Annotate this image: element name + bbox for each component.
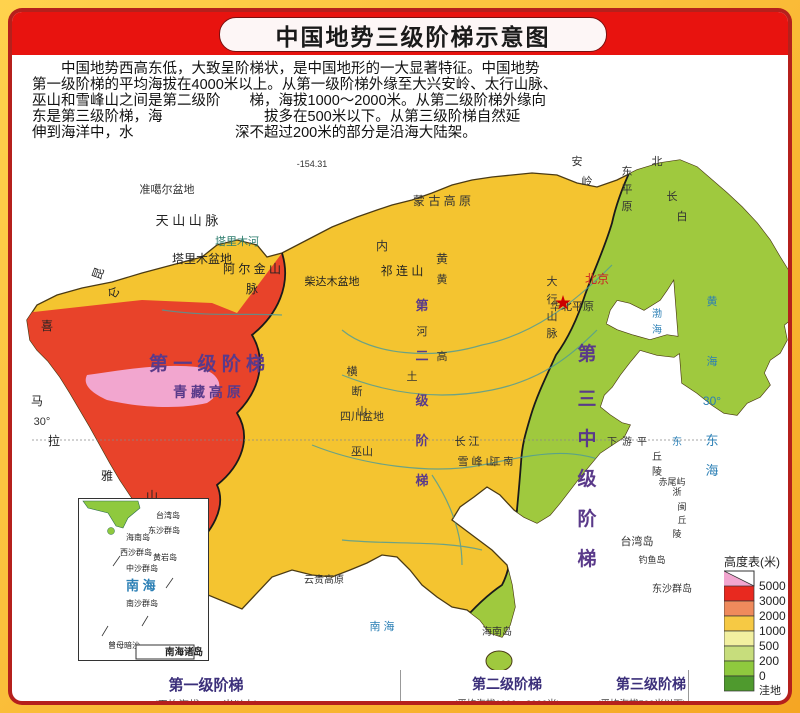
- svg-text:第: 第: [577, 342, 596, 365]
- svg-text:南 海: 南 海: [126, 578, 156, 593]
- svg-text:北京: 北京: [585, 272, 609, 286]
- svg-text:海: 海: [705, 463, 718, 478]
- svg-text:500: 500: [759, 639, 779, 653]
- svg-text:中沙群岛: 中沙群岛: [126, 563, 158, 573]
- svg-text:南海诸岛: 南海诸岛: [165, 646, 203, 658]
- svg-text:青 藏 高 原: 青 藏 高 原: [173, 384, 241, 400]
- svg-text:钓鱼岛: 钓鱼岛: [638, 554, 665, 565]
- svg-text:第 一 级 阶 梯: 第 一 级 阶 梯: [149, 352, 265, 375]
- svg-text:蒙 古 高 原: 蒙 古 高 原: [413, 193, 471, 208]
- svg-text:黄: 黄: [436, 252, 448, 266]
- svg-text:黄: 黄: [437, 272, 448, 286]
- svg-text:级: 级: [415, 393, 429, 408]
- svg-text:台湾岛: 台湾岛: [156, 510, 180, 520]
- svg-text:黄: 黄: [707, 294, 718, 308]
- svg-text:塔里木河: 塔里木河: [215, 235, 259, 248]
- svg-text:东: 东: [622, 165, 633, 178]
- svg-text:-154.31: -154.31: [297, 159, 328, 169]
- svg-text:马: 马: [31, 394, 43, 408]
- svg-text:断: 断: [352, 384, 363, 398]
- svg-text:东: 东: [705, 433, 718, 448]
- svg-text:中: 中: [577, 427, 596, 450]
- svg-text:海: 海: [707, 354, 718, 368]
- svg-text:30°: 30°: [34, 416, 51, 428]
- svg-text:黄岩岛: 黄岩岛: [153, 552, 177, 562]
- svg-text:3000: 3000: [759, 594, 786, 608]
- svg-text:第: 第: [415, 298, 428, 313]
- svg-text:西沙群岛: 西沙群岛: [120, 547, 152, 557]
- svg-text:长 江: 长 江: [454, 435, 479, 448]
- svg-text:丘: 丘: [652, 451, 662, 463]
- svg-text:准噶尔盆地: 准噶尔盆地: [140, 182, 195, 196]
- svg-text:梯: 梯: [577, 547, 596, 570]
- svg-text:长: 长: [667, 190, 678, 203]
- svg-text:南沙群岛: 南沙群岛: [126, 598, 158, 608]
- svg-text:天 山 山 脉: 天 山 山 脉: [156, 213, 219, 228]
- svg-text:拉: 拉: [48, 433, 60, 448]
- svg-text:陵: 陵: [672, 529, 681, 539]
- svg-text:喜: 喜: [41, 319, 53, 333]
- svg-text:闽: 闽: [677, 501, 686, 512]
- svg-text:东沙群岛: 东沙群岛: [652, 582, 692, 595]
- svg-text:5000: 5000: [759, 579, 786, 593]
- svg-text:浙: 浙: [672, 486, 681, 497]
- svg-text:江 南: 江 南: [491, 455, 514, 468]
- svg-text:二: 二: [415, 348, 428, 363]
- svg-text:台湾岛: 台湾岛: [621, 534, 654, 548]
- svg-text:雅: 雅: [101, 468, 113, 483]
- svg-text:平: 平: [637, 437, 647, 448]
- svg-text:三: 三: [577, 389, 596, 410]
- svg-text:游: 游: [622, 435, 632, 448]
- svg-text:渤: 渤: [652, 307, 662, 320]
- svg-text:土: 土: [407, 370, 418, 383]
- svg-text:海南岛: 海南岛: [482, 625, 512, 638]
- svg-text:2000: 2000: [759, 609, 786, 623]
- svg-text:200: 200: [759, 654, 779, 668]
- svg-text:北: 北: [652, 155, 663, 168]
- svg-text:1000: 1000: [759, 624, 786, 638]
- svg-text:平: 平: [622, 184, 633, 196]
- svg-text:海: 海: [652, 323, 662, 336]
- svg-text:岭: 岭: [582, 174, 593, 188]
- svg-text:东: 东: [672, 435, 682, 448]
- svg-text:高度表(米): 高度表(米): [724, 555, 780, 569]
- svg-text:赤尾屿: 赤尾屿: [658, 477, 685, 487]
- svg-text:脉: 脉: [246, 281, 258, 296]
- svg-text:内: 内: [376, 239, 388, 253]
- svg-text:丘: 丘: [677, 515, 686, 525]
- svg-text:曾母暗沙: 曾母暗沙: [108, 640, 140, 650]
- svg-text:大: 大: [547, 274, 558, 288]
- svg-text:30°: 30°: [703, 394, 721, 408]
- svg-text:高: 高: [437, 349, 448, 363]
- svg-text:横: 横: [347, 364, 358, 378]
- svg-text:南 海: 南 海: [369, 619, 394, 633]
- svg-text:柴达木盆地: 柴达木盆地: [305, 274, 360, 288]
- svg-text:山: 山: [357, 405, 368, 418]
- svg-text:原: 原: [622, 201, 633, 213]
- svg-text:祁 连 山: 祁 连 山: [381, 263, 424, 278]
- svg-text:巫山: 巫山: [351, 445, 373, 458]
- svg-text:阿 尔 金 山: 阿 尔 金 山: [223, 261, 281, 276]
- svg-text:脉: 脉: [547, 326, 558, 340]
- svg-text:云贵高原: 云贵高原: [304, 573, 344, 586]
- svg-text:下: 下: [607, 437, 617, 448]
- svg-text:阶: 阶: [415, 433, 429, 448]
- svg-text:河: 河: [417, 325, 428, 338]
- svg-text:梯: 梯: [415, 473, 428, 488]
- svg-text:海南岛: 海南岛: [126, 532, 150, 542]
- svg-text:白: 白: [677, 209, 688, 223]
- svg-text:东沙群岛: 东沙群岛: [148, 525, 180, 535]
- svg-text:安: 安: [572, 154, 583, 168]
- svg-text:级: 级: [577, 467, 596, 490]
- svg-text:昆: 昆: [90, 266, 107, 282]
- svg-text:阶: 阶: [577, 507, 597, 530]
